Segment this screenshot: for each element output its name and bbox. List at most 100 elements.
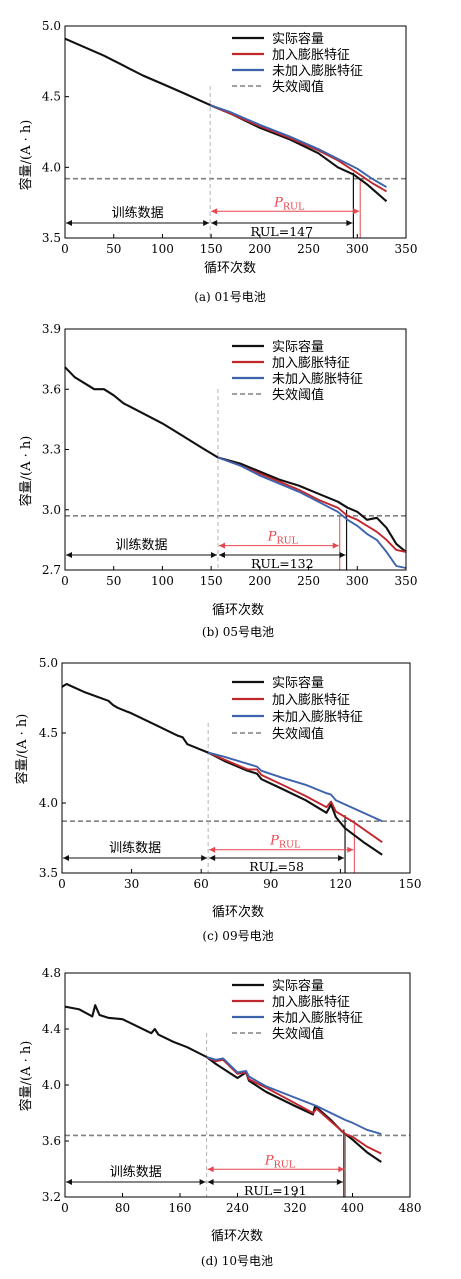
series-line-without: [217, 456, 407, 569]
arrow-head: [210, 552, 217, 558]
x-axis-label: 循环次数: [212, 602, 264, 618]
plot-frame: [64, 25, 407, 239]
y-tick-label: 4.0: [42, 160, 61, 174]
y-tick-label: 3.9: [42, 322, 61, 336]
x-tick-label: 100: [151, 242, 174, 256]
x-tick-label: 200: [248, 574, 271, 588]
y-tick-label: 4.5: [39, 726, 58, 740]
y-axis-label: 容量/(A · h): [18, 436, 34, 507]
plot-frame: [64, 328, 407, 571]
rul-label: RUL=191: [244, 1183, 307, 1198]
legend-label-without: 未加入膨胀特征: [272, 372, 363, 387]
x-tick-label: 120: [329, 877, 352, 891]
arrow-head: [203, 220, 210, 226]
y-axis-label: 容量/(A · h): [18, 1041, 34, 1112]
series-line-with: [209, 104, 387, 193]
plot-frame: [64, 972, 411, 1198]
x-tick-label: 160: [169, 1201, 192, 1215]
arrow-head: [207, 1166, 214, 1173]
series-line-with: [206, 1056, 382, 1155]
x-tick-label: 350: [395, 242, 418, 256]
panel-c: 训练数据 RUL=58 PRUL 0 30 60 90 120 150 3.5 4.0 4.5 5.0 循…: [0, 646, 461, 956]
x-tick-label: 240: [226, 1201, 249, 1215]
panel-a: 训练数据 RUL=147 PRUL 0 50 100 150 200 250 300 350 3.5 4…: [0, 0, 461, 316]
predicted-rul-label: PRUL: [264, 1153, 296, 1170]
plot-frame: [61, 662, 411, 874]
panel-b: 训练数据 RUL=132 PRUL 0 50 100 150 200 250 300 350 2.7 3…: [0, 316, 461, 646]
arrow-head: [339, 552, 346, 558]
x-tick-label: 0: [61, 574, 69, 588]
legend-label-threshold: 失效阈值: [272, 79, 324, 95]
y-tick-label: 3.5: [39, 866, 58, 880]
legend-label-without: 未加入膨胀特征: [272, 64, 363, 79]
arrow-head: [332, 542, 339, 549]
pred-label-main: P: [264, 1153, 274, 1168]
x-axis-label: 循环次数: [212, 904, 264, 920]
x-tick-label: 300: [346, 574, 369, 588]
arrow-head: [66, 1179, 72, 1185]
series-line-with: [207, 751, 383, 843]
x-tick-label: 0: [58, 877, 66, 891]
legend-label-without: 未加入膨胀特征: [272, 710, 363, 725]
x-tick-label: 30: [124, 877, 139, 891]
y-axis-label: 容量/(A · h): [14, 714, 30, 785]
legend-label-with: 加入膨胀特征: [272, 356, 350, 371]
y-tick-label: 4.5: [42, 90, 61, 104]
x-tick-label: 50: [106, 242, 121, 256]
arrow-head: [209, 855, 216, 861]
x-tick-label: 150: [200, 574, 223, 588]
series-line-actual: [64, 366, 407, 553]
panel-d: 训练数据 RUL=191 PRUL 0 80 160 240 320 400 480 3.2 3.6 4…: [0, 956, 461, 1279]
legend-label-actual: 实际容量: [272, 339, 324, 355]
series-line-with: [217, 456, 407, 553]
y-tick-label: 4.0: [39, 796, 58, 810]
pred-label-sub: RUL: [279, 840, 301, 851]
y-tick-label: 2.7: [42, 563, 61, 577]
x-tick-label: 0: [61, 1201, 69, 1215]
arrow-head: [353, 208, 360, 215]
x-tick-label: 350: [395, 574, 418, 588]
arrow-head: [347, 846, 354, 853]
y-tick-label: 3.2: [42, 1190, 61, 1204]
rul-label: RUL=147: [250, 224, 313, 239]
pred-label-main: P: [267, 530, 277, 545]
rul-label: RUL=58: [249, 859, 304, 874]
x-tick-label: 80: [115, 1201, 130, 1215]
x-tick-label: 90: [263, 877, 278, 891]
arrow-head: [338, 855, 345, 861]
x-tick-label: 250: [297, 574, 320, 588]
arrow-head: [218, 542, 225, 549]
arrow-head: [201, 855, 208, 861]
pred-label-sub: RUL: [283, 201, 305, 212]
legend-label-threshold: 失效阈值: [272, 387, 324, 403]
figure-caption: (d) 10号电池: [201, 1254, 273, 1268]
x-tick-label: 150: [200, 242, 223, 256]
x-axis-label: 循环次数: [204, 260, 256, 276]
legend-label-actual: 实际容量: [272, 675, 324, 691]
x-tick-label: 50: [106, 574, 121, 588]
legend-label-without: 未加入膨胀特征: [272, 1011, 363, 1026]
arrow-head: [199, 1179, 206, 1185]
x-tick-label: 100: [151, 574, 174, 588]
legend-label-threshold: 失效阈值: [272, 1026, 324, 1042]
predicted-rul-label: PRUL: [273, 195, 305, 212]
training-data-label: 训练数据: [109, 841, 161, 856]
series-line-without: [206, 1056, 382, 1135]
arrow-head: [209, 846, 216, 853]
x-tick-label: 250: [297, 242, 320, 256]
training-data-label: 训练数据: [110, 1165, 162, 1180]
x-axis-label: 循环次数: [211, 1228, 263, 1244]
y-tick-label: 5.0: [39, 656, 58, 670]
arrow-head: [336, 1179, 343, 1185]
x-tick-label: 60: [194, 877, 209, 891]
pred-label-main: P: [273, 195, 283, 210]
arrow-head: [63, 855, 69, 861]
series-line-actual: [64, 1004, 382, 1163]
pred-label-sub: RUL: [274, 1159, 296, 1170]
series-line-without: [209, 104, 387, 188]
legend-label-with: 加入膨胀特征: [272, 693, 350, 708]
chart-svg: 训练数据 RUL=132 PRUL 0 50 100 150 200 250 300 350 2.7 3…: [18, 322, 418, 639]
y-tick-label: 3.0: [42, 503, 61, 517]
pred-label-sub: RUL: [276, 536, 298, 547]
y-tick-label: 3.5: [42, 231, 61, 245]
